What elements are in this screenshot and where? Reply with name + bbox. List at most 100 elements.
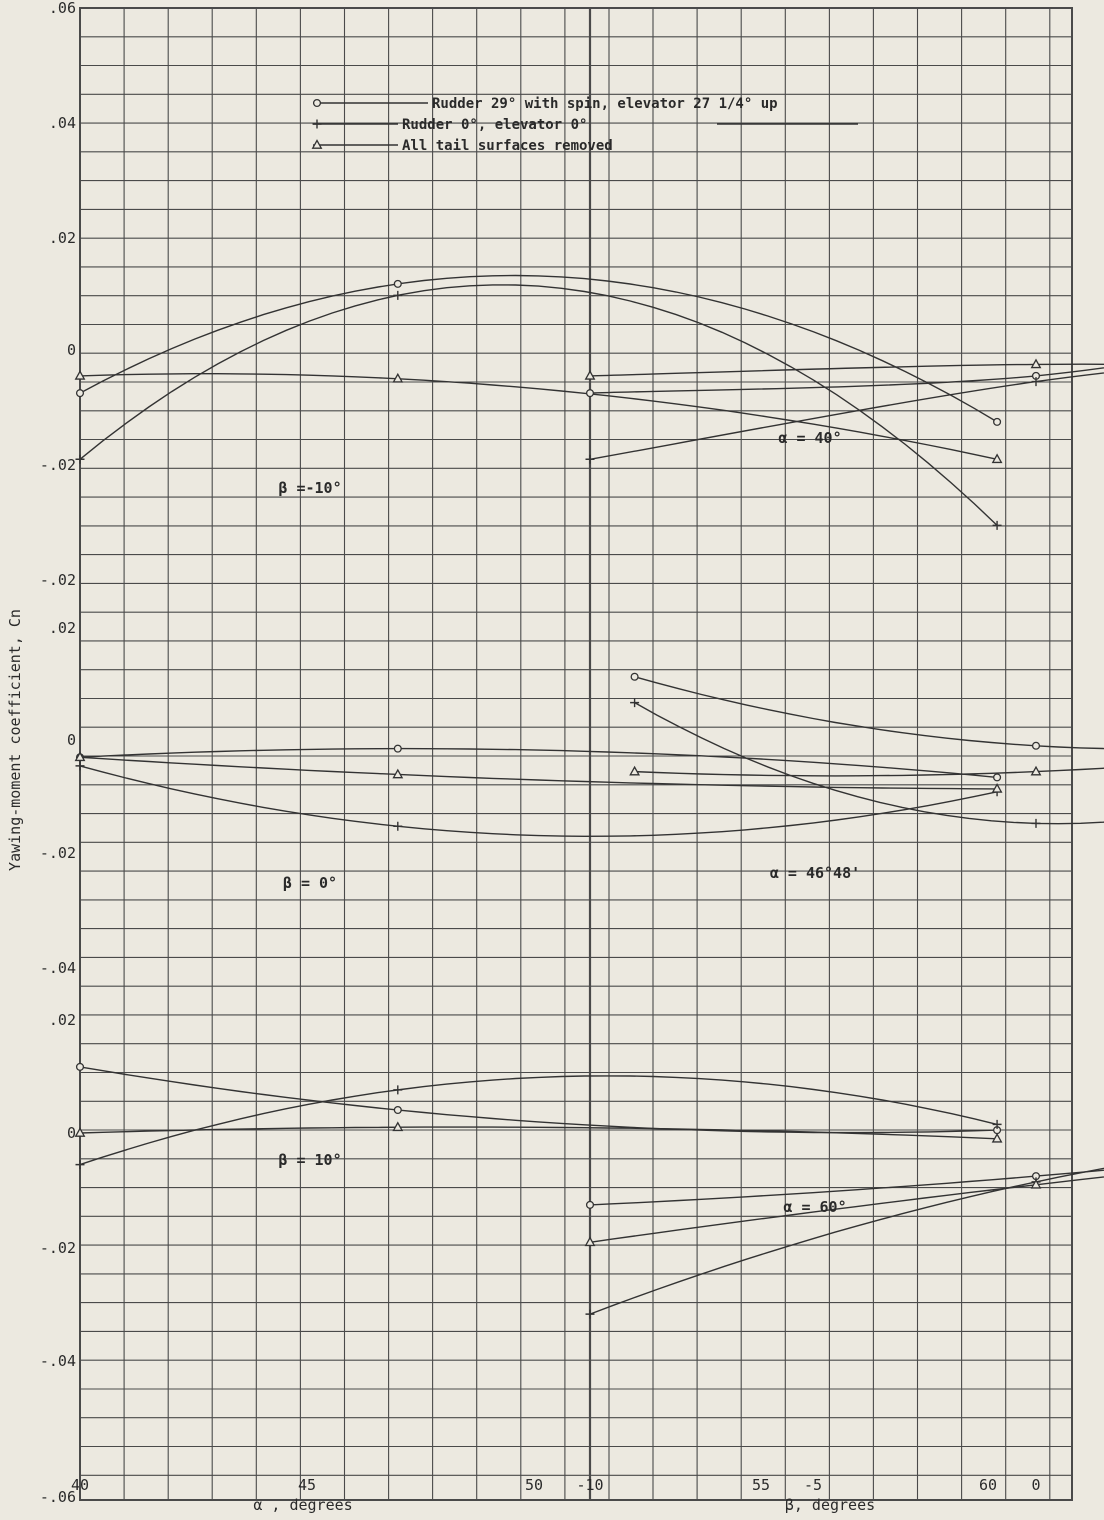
marker-plus <box>992 1119 1002 1129</box>
series-line-plus <box>589 1167 1104 1315</box>
marker-triangle <box>392 372 404 383</box>
panel-bottom-right <box>584 1167 1104 1319</box>
x-tick-label-beta: -10 <box>576 1476 603 1494</box>
marker-triangle <box>991 1132 1003 1143</box>
legend-entry: All tail surfaces removed <box>402 138 613 154</box>
marker-circle <box>585 1200 595 1209</box>
series-line-triangle <box>589 363 1104 377</box>
panel-top-left <box>74 274 1003 530</box>
marker-circle <box>993 417 1002 426</box>
panel-annotation: α = 40° <box>778 429 841 447</box>
marker-plus <box>630 698 640 708</box>
marker-triangle <box>1030 1178 1042 1189</box>
marker-triangle <box>392 768 404 779</box>
marker-triangle <box>311 139 323 149</box>
marker-plus <box>75 454 85 464</box>
panel-bottom-left <box>74 1062 1003 1170</box>
y-tick-label: -.04 <box>40 959 76 977</box>
marker-triangle <box>584 1236 596 1247</box>
y-tick-label: -.02 <box>40 1239 76 1257</box>
y-tick-label: .02 <box>49 619 76 637</box>
grid-lines <box>79 7 1072 1500</box>
series-line-plus <box>589 372 1104 460</box>
panel-annotation: β = 0° <box>283 874 337 892</box>
series-line-circle <box>589 1169 1104 1206</box>
plot-frame <box>79 7 1073 1501</box>
y-tick-label: 0 <box>67 731 76 749</box>
y-tick-label: 0 <box>67 1124 76 1142</box>
panel-annotations: β =-10° α = 40° β = 0° α = 46°48' β = 10° α =… <box>278 429 860 1216</box>
x-axis-label-alpha: α , degrees <box>253 1496 352 1514</box>
marker-triangle <box>74 1127 86 1137</box>
series-line-circle <box>79 747 998 779</box>
series-line-plus <box>79 1075 998 1166</box>
panel-annotation: α = 60° <box>783 1198 846 1216</box>
x-tick-label-alpha: 55 <box>752 1476 770 1494</box>
y-tick-label: -.02 <box>40 571 76 589</box>
panel-annotation: β = 10° <box>278 1151 341 1169</box>
panel-top-right <box>584 358 1104 464</box>
marker-plus <box>75 761 85 771</box>
y-tick-labels: .06 .04 .02 0 -.02 -.02 .02 0 -.02 -.04 .02 0 -.02 -.… <box>40 0 76 1506</box>
data-curves <box>74 274 1104 1319</box>
series-line-circle <box>634 676 1104 750</box>
marker-plus <box>75 1160 85 1170</box>
legend: Rudder 29° with spin, elevator 27 1/4° u… <box>311 96 858 154</box>
marker-plus <box>1031 377 1041 387</box>
marker-triangle <box>584 370 596 380</box>
marker-circle <box>630 672 639 681</box>
y-tick-label: -.06 <box>40 1488 76 1506</box>
plot-border <box>79 7 1073 1501</box>
marker-plus <box>992 520 1002 530</box>
y-tick-label: .04 <box>49 114 76 132</box>
y-tick-label: 0 <box>67 341 76 359</box>
marker-circle <box>1031 741 1041 750</box>
marker-plus <box>393 821 403 831</box>
panel-middle-right <box>629 672 1104 828</box>
marker-triangle <box>991 783 1003 793</box>
marker-circle <box>75 1062 85 1071</box>
series-line-triangle <box>79 756 998 790</box>
marker-circle <box>75 389 85 398</box>
y-tick-label: -.02 <box>40 456 76 474</box>
legend-entry: Rudder 0°, elevator 0° <box>402 117 587 133</box>
series-line-plus <box>79 284 998 526</box>
marker-triangle <box>74 751 86 762</box>
series-line-triangle <box>634 767 1104 777</box>
y-tick-label: .02 <box>49 1011 76 1029</box>
y-tick-label: -.02 <box>40 844 76 862</box>
marker-triangle <box>1030 358 1042 369</box>
panel-annotation: β =-10° <box>278 479 341 497</box>
x-tick-label-beta: -5 <box>804 1476 822 1494</box>
y-axis-label: Yawing-moment coefficient, Cn <box>6 609 24 871</box>
series-line-circle <box>79 274 998 423</box>
marker-triangle <box>1030 765 1042 776</box>
x-axis-label-beta: β, degrees <box>785 1496 875 1514</box>
panel-annotation: α = 46°48' <box>770 864 860 882</box>
marker-plus <box>393 290 403 300</box>
series-line-triangle <box>79 373 998 460</box>
series-line-circle <box>589 367 1104 394</box>
marker-circle <box>393 744 402 753</box>
marker-circle <box>993 773 1002 782</box>
y-tick-label: -.04 <box>40 1352 76 1370</box>
series-line-plus <box>79 765 998 838</box>
marker-circle <box>393 279 402 288</box>
marker-triangle <box>392 1121 404 1132</box>
y-tick-label: .06 <box>49 0 76 17</box>
marker-plus <box>585 454 595 464</box>
marker-triangle <box>629 765 641 776</box>
series-line-plus <box>634 701 1104 825</box>
x-tick-label-alpha: 60 <box>979 1476 997 1494</box>
panel-middle-left <box>74 744 1003 838</box>
series-line-triangle <box>79 1126 998 1140</box>
marker-triangle <box>74 370 86 380</box>
marker-circle <box>585 389 595 398</box>
marker-plus <box>393 1085 403 1095</box>
marker-plus <box>1031 818 1041 828</box>
y-tick-label: .02 <box>49 229 76 247</box>
x-tick-label-alpha: 50 <box>525 1476 543 1494</box>
x-tick-label-beta: 0 <box>1031 1476 1040 1494</box>
